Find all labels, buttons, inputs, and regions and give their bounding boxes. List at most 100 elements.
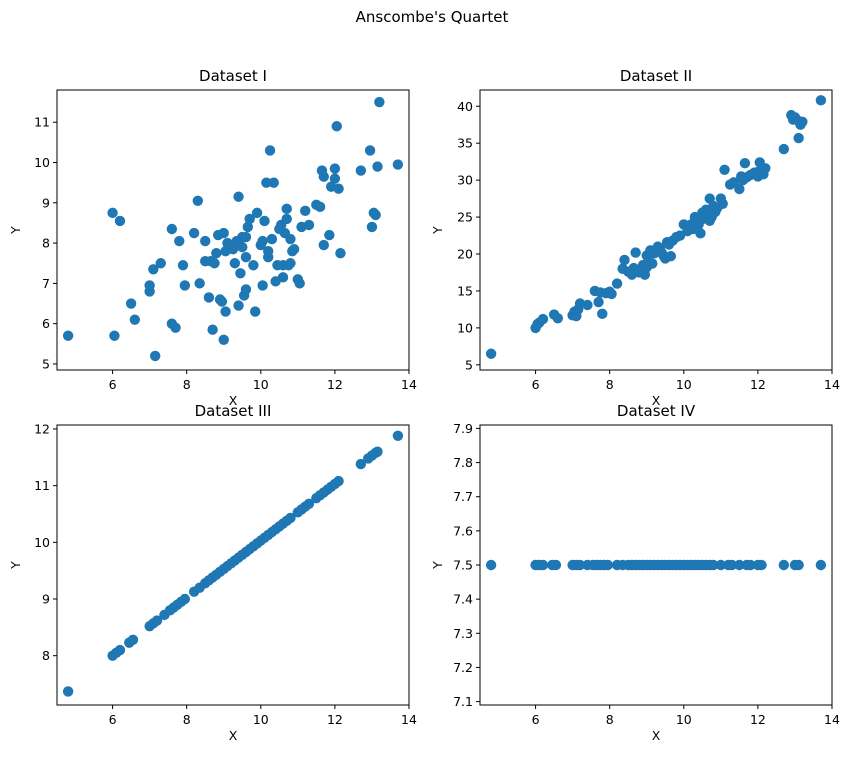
subplot-1-point-6 — [129, 314, 141, 325]
subplot-1-point-26 — [209, 258, 220, 269]
subplot-1-xtick-label-5: 14 — [401, 377, 417, 392]
subplot-3-ytick-label-3: 10 — [34, 535, 50, 550]
subplot-3-point-41 — [285, 512, 296, 524]
subplot-1-point-90 — [329, 163, 341, 174]
subplot-1-point-21 — [200, 235, 211, 247]
subplot-1-point-97 — [366, 221, 378, 233]
subplot-1-point-75 — [285, 233, 296, 245]
subplot-1-point-87 — [318, 239, 329, 251]
subplot-2-point-75 — [739, 157, 751, 169]
subplot-2-point-27 — [630, 247, 641, 258]
subplot-1-point-34 — [220, 306, 231, 317]
subplot-1-point-82 — [303, 219, 315, 231]
subplot-2-xlabel: X — [652, 393, 661, 408]
subplot-3-ytick-label-4: 11 — [34, 478, 50, 493]
subplot-1-ylabel: Y — [8, 226, 23, 235]
subplot-1-point-51 — [248, 260, 259, 271]
subplot-3-point-45 — [303, 498, 315, 509]
subplot-3-point-52 — [333, 475, 344, 487]
subplot-4-ytick-label-4: 7.4 — [453, 592, 473, 607]
subplot-1: 6 8 10 12 14 5 6 7 8 9 10 11 Dataset I X Y — [8, 67, 417, 408]
subplot-1-point-88 — [324, 229, 335, 241]
subplot-1-point-56 — [257, 235, 268, 247]
subplot-1-point-43 — [237, 241, 248, 253]
subplot-1-point-52 — [250, 306, 261, 317]
subplot-1-xtick-label-2: 8 — [183, 377, 191, 392]
subplot-1-point-95 — [355, 165, 367, 176]
subplot-2-point-17 — [597, 308, 608, 320]
subplot-4-point-15 — [602, 559, 614, 571]
subplot-1-point-69 — [277, 272, 289, 283]
subplot-1-point-81 — [300, 205, 311, 217]
subplot-4-point-4 — [537, 559, 549, 571]
subplot-2-point-35 — [647, 258, 658, 269]
subplot-4-title: Dataset IV — [617, 402, 696, 420]
subplot-1-point-14 — [170, 322, 181, 333]
subplot-4: 6 8 10 12 14 7.1 7.2 7.3 7.4 7.5 7.6 7.7 7.8 7.9 Datas… — [430, 402, 840, 743]
subplot-3-point-6 — [127, 634, 139, 646]
subplot-1-point-3 — [114, 215, 126, 227]
subplot-2-ytick-label-4: 20 — [457, 247, 473, 262]
subplot-1-point-49 — [242, 221, 254, 233]
subplot-2-point-5 — [537, 313, 549, 325]
subplot-2-xtick-label-5: 14 — [824, 377, 840, 392]
subplot-1-point-30 — [216, 296, 228, 307]
subplot-1-point-61 — [264, 145, 276, 156]
subplot-1-point-74 — [285, 258, 296, 269]
subplot-1-point-99 — [370, 209, 381, 221]
subplot-1-ytick-label-5: 9 — [42, 195, 50, 210]
subplot-2-point-23 — [619, 254, 630, 266]
subplot-2-ytick-label-2: 10 — [457, 320, 473, 335]
subplot-1-point-84 — [314, 201, 326, 213]
subplot-2-point-44 — [665, 251, 677, 262]
subplot-2-point-7 — [552, 313, 564, 324]
subplot-3-point-57 — [372, 446, 383, 457]
subplot-1-point-46 — [240, 251, 252, 263]
subplot-1-point-77 — [288, 243, 300, 255]
subplot-4-ytick-label-8: 7.8 — [453, 455, 473, 470]
subplot-1-point-48 — [240, 231, 252, 243]
subplot-3-ytick-label-1: 8 — [42, 648, 50, 663]
subplot-1-point-72 — [281, 203, 292, 215]
subplot-3-xtick-label-3: 10 — [253, 712, 269, 727]
subplot-1-ytick-label-3: 7 — [42, 276, 50, 291]
subplot-1-point-41 — [233, 191, 244, 202]
subplot-1-point-31 — [218, 227, 229, 239]
subplot-1-point-17 — [179, 280, 191, 291]
subplot-1-point-100 — [372, 161, 383, 172]
subplot-2-point-15 — [593, 296, 604, 308]
subplot-1-point-96 — [364, 145, 376, 156]
subplot-2-point-85 — [778, 143, 790, 155]
subplot-1-point-12 — [166, 223, 178, 235]
subplot-1-point-11 — [155, 258, 166, 269]
subplot-4-point-1 — [485, 559, 497, 571]
subplot-1-ytick-label-6: 10 — [34, 155, 50, 170]
subplot-3-title: Dataset III — [195, 402, 272, 420]
subplot-2-ylabel: Y — [430, 226, 445, 235]
subplot-4-ytick-label-9: 7.9 — [453, 421, 473, 436]
subplot-2-xtick-label-2: 8 — [606, 377, 614, 392]
subplot-1-point-94 — [335, 247, 346, 259]
subplot-1-point-18 — [188, 227, 200, 239]
subplot-1-ytick-label-2: 6 — [42, 316, 50, 331]
subplot-4-point-44 — [726, 559, 738, 571]
subplot-2-ytick-label-6: 30 — [457, 173, 473, 188]
subplot-1-point-60 — [263, 245, 274, 257]
subplot-1-point-92 — [331, 121, 342, 132]
subplot-3-ytick-label-5: 12 — [34, 421, 50, 436]
subplot-4-xtick-label-2: 8 — [606, 712, 614, 727]
subplot-1-point-40 — [233, 300, 244, 311]
subplot-4-points — [485, 559, 827, 571]
subplot-1-point-38 — [229, 258, 241, 269]
subplot-4-point-9 — [574, 559, 586, 571]
subplot-1-axes-frame — [56, 89, 410, 371]
subplot-1-point-10 — [149, 350, 161, 362]
subplot-4-ytick-label-2: 7.2 — [453, 660, 473, 675]
subplot-1-point-79 — [294, 278, 305, 289]
subplot-1-ytick-label-1: 5 — [42, 356, 50, 371]
subplot-1-xtick-label-3: 10 — [253, 377, 269, 392]
subplot-1-point-32 — [218, 334, 229, 345]
